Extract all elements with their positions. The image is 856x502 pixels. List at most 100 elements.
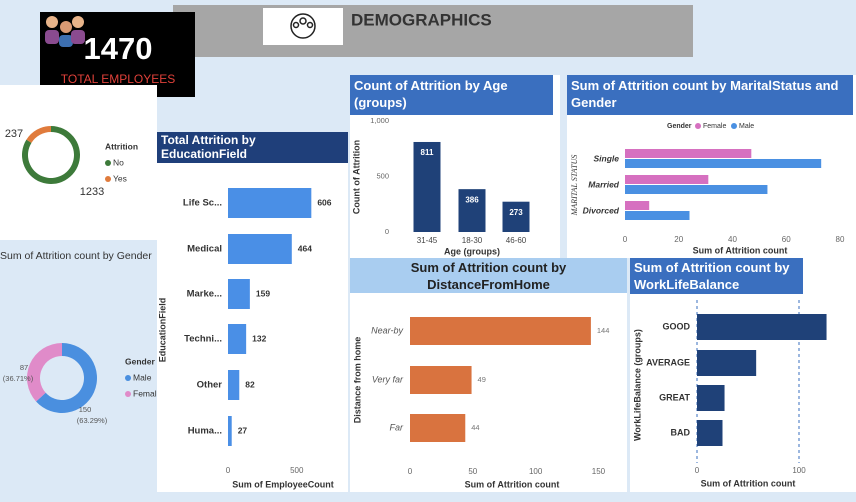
y-tick-label: Far <box>390 422 405 432</box>
chart-title: Sum of Attrition count by WorkLifeBalanc… <box>634 260 790 292</box>
x-tick-label: 60 <box>782 235 791 244</box>
bar <box>625 211 690 220</box>
x-tick-label: 46-60 <box>506 236 527 245</box>
legend-marker <box>125 391 131 397</box>
bar <box>228 279 250 309</box>
legend-label: Male <box>133 372 152 382</box>
x-tick-label: 0 <box>226 466 231 475</box>
header-bar <box>173 5 693 57</box>
y-tick-label: 0 <box>385 227 389 236</box>
y-tick-label: Techni... <box>184 334 222 345</box>
panel-header <box>350 258 627 293</box>
data-label: 464 <box>298 243 312 253</box>
y-axis-title: WorkLifeBalance (groups) <box>632 329 642 441</box>
data-label: 386 <box>465 195 479 204</box>
legend-title: Gender <box>667 123 692 130</box>
legend-label: Female <box>703 123 726 130</box>
panel <box>350 258 627 492</box>
y-tick-label: Divorced <box>583 205 620 215</box>
bar <box>228 324 247 354</box>
data-label: 1233 <box>80 186 104 198</box>
header-icon <box>290 13 316 39</box>
data-label: 27 <box>238 425 248 435</box>
x-tick-label: 18-30 <box>462 236 483 245</box>
x-tick-label: 80 <box>836 235 845 244</box>
bar <box>410 366 472 394</box>
chart-title: Sum of Attrition count by MaritalStatus … <box>571 78 839 110</box>
legend-marker <box>105 176 111 182</box>
data-label: 273 <box>509 208 523 217</box>
y-axis-title: EducationField <box>157 298 167 363</box>
donut-slice <box>36 343 98 414</box>
legend-label: No <box>113 157 124 167</box>
bar <box>697 314 827 340</box>
data-label: 82 <box>245 379 255 389</box>
data-label: 159 <box>256 288 270 298</box>
legend-label: Yes <box>113 173 127 183</box>
x-tick-label: 40 <box>728 235 737 244</box>
data-label: 44 <box>471 423 479 432</box>
legend-marker <box>731 123 737 129</box>
chart-title: Count of Attrition by Age (groups) <box>354 78 508 110</box>
bar <box>697 420 723 446</box>
x-tick-label: 0 <box>623 235 628 244</box>
x-axis-title: Sum of Attrition count <box>465 479 560 489</box>
y-axis-title: Distance from home <box>352 337 362 424</box>
data-label: 606 <box>317 197 331 207</box>
donut-slice <box>27 343 63 402</box>
bar <box>697 385 725 411</box>
panel-header <box>567 75 853 115</box>
x-axis-title: Sum of Attrition count <box>693 245 788 255</box>
bar <box>697 350 757 376</box>
x-tick-label: 50 <box>468 467 477 476</box>
data-label: 811 <box>421 148 434 157</box>
y-tick-label: Life Sc... <box>183 198 222 209</box>
legend-label: Female <box>133 388 162 398</box>
chart-title: Total Attrition by EducationField <box>161 133 256 161</box>
chart-title: Sum of Attrition count by Gender <box>0 250 152 262</box>
bar <box>410 317 591 345</box>
kpi-label: TOTAL EMPLOYEES <box>61 72 175 86</box>
donut-slice <box>26 126 51 143</box>
y-tick-label: 500 <box>376 171 389 180</box>
bar <box>625 149 752 158</box>
y-tick-label: Near-by <box>371 325 403 335</box>
x-axis-title: Sum of EmployeeCount <box>232 479 334 489</box>
y-tick-label: Married <box>588 179 620 189</box>
y-tick-label: GOOD <box>662 321 690 331</box>
bar <box>458 189 486 232</box>
x-tick-label: 500 <box>290 466 304 475</box>
data-label: 87 <box>20 363 28 372</box>
legend-marker <box>125 375 131 381</box>
y-tick-label: Very far <box>372 374 404 384</box>
percent-label: (63.29%) <box>77 416 108 425</box>
x-tick-label: 100 <box>529 467 543 476</box>
x-tick-label: 0 <box>695 466 700 475</box>
bar <box>228 234 292 264</box>
x-tick-label: 20 <box>674 235 683 244</box>
y-axis-title: MARITAL STATUS <box>570 155 579 217</box>
x-axis-title: Sum of Attrition count <box>701 478 796 488</box>
bar <box>410 414 466 442</box>
bar <box>625 201 650 210</box>
panel-header <box>350 75 553 115</box>
data-label: 132 <box>252 333 266 343</box>
panel <box>157 132 348 492</box>
y-tick-label: Single <box>593 153 619 163</box>
y-tick-label: BAD <box>671 427 691 437</box>
bar <box>228 416 232 446</box>
chart-title: Sum of Attrition count by DistanceFromHo… <box>410 260 567 292</box>
x-axis-title: Age (groups) <box>444 246 500 256</box>
data-label: 237 <box>5 128 23 140</box>
panel-header <box>157 132 348 163</box>
y-tick-label: Other <box>197 380 223 391</box>
x-tick-label: 31-45 <box>417 236 438 245</box>
data-label: 144 <box>597 326 610 335</box>
kpi-value: 1470 <box>84 31 153 66</box>
bar <box>502 201 530 232</box>
y-tick-label: GREAT <box>659 392 690 402</box>
data-label: 150 <box>79 405 92 414</box>
y-tick-label: 1,000 <box>370 116 389 125</box>
